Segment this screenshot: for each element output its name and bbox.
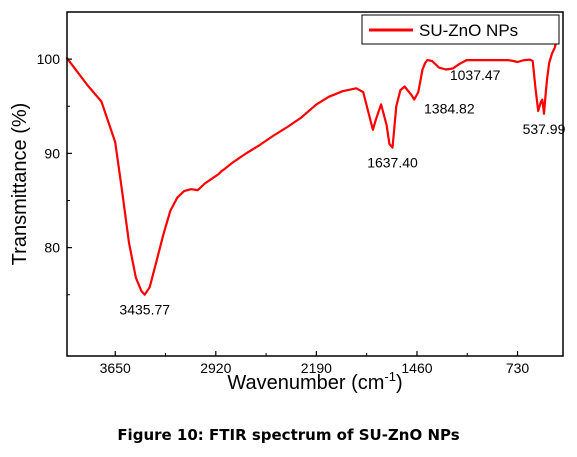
x-axis-label-exponent: -1 xyxy=(384,369,396,384)
y-axis-label: Transmittance (%) xyxy=(9,103,31,266)
x-axis-label-main: Wavenumber (cm xyxy=(227,372,384,394)
peak-label: 1384.82 xyxy=(424,101,475,117)
x-axis-label-close: ) xyxy=(396,372,403,394)
ftir-chart: 3435.77 1637.40 1384.82 1037.47 537.99 3650 2… xyxy=(9,11,566,394)
series-line-0 xyxy=(65,32,559,296)
y-tick-label: 100 xyxy=(37,51,61,67)
peak-label: 3435.77 xyxy=(119,302,170,318)
legend: SU-ZnO NPs xyxy=(361,14,560,45)
peak-label: 1037.47 xyxy=(450,67,501,83)
legend-label: SU-ZnO NPs xyxy=(419,21,518,40)
x-tick-label: 730 xyxy=(506,360,530,376)
x-tick-label: 1460 xyxy=(401,360,432,376)
peak-label: 1637.40 xyxy=(367,155,418,171)
x-axis-label: Wavenumber (cm-1) xyxy=(227,369,402,394)
figure-caption: Figure 10: FTIR spectrum of SU-ZnO NPs xyxy=(117,426,460,444)
y-tick-label: 90 xyxy=(44,145,60,161)
x-tick-label: 2920 xyxy=(200,360,231,376)
plot-layer: 3435.77 1637.40 1384.82 1037.47 537.99 xyxy=(65,32,566,318)
x-tick-label: 3650 xyxy=(100,360,131,376)
x-tick-label: 2190 xyxy=(301,360,332,376)
axis-layer: 3650 2920 2190 1460 730 80 90 100 xyxy=(37,51,530,376)
y-tick-label: 80 xyxy=(44,240,60,256)
peak-label: 537.99 xyxy=(523,121,566,137)
plot-frame xyxy=(66,11,564,357)
